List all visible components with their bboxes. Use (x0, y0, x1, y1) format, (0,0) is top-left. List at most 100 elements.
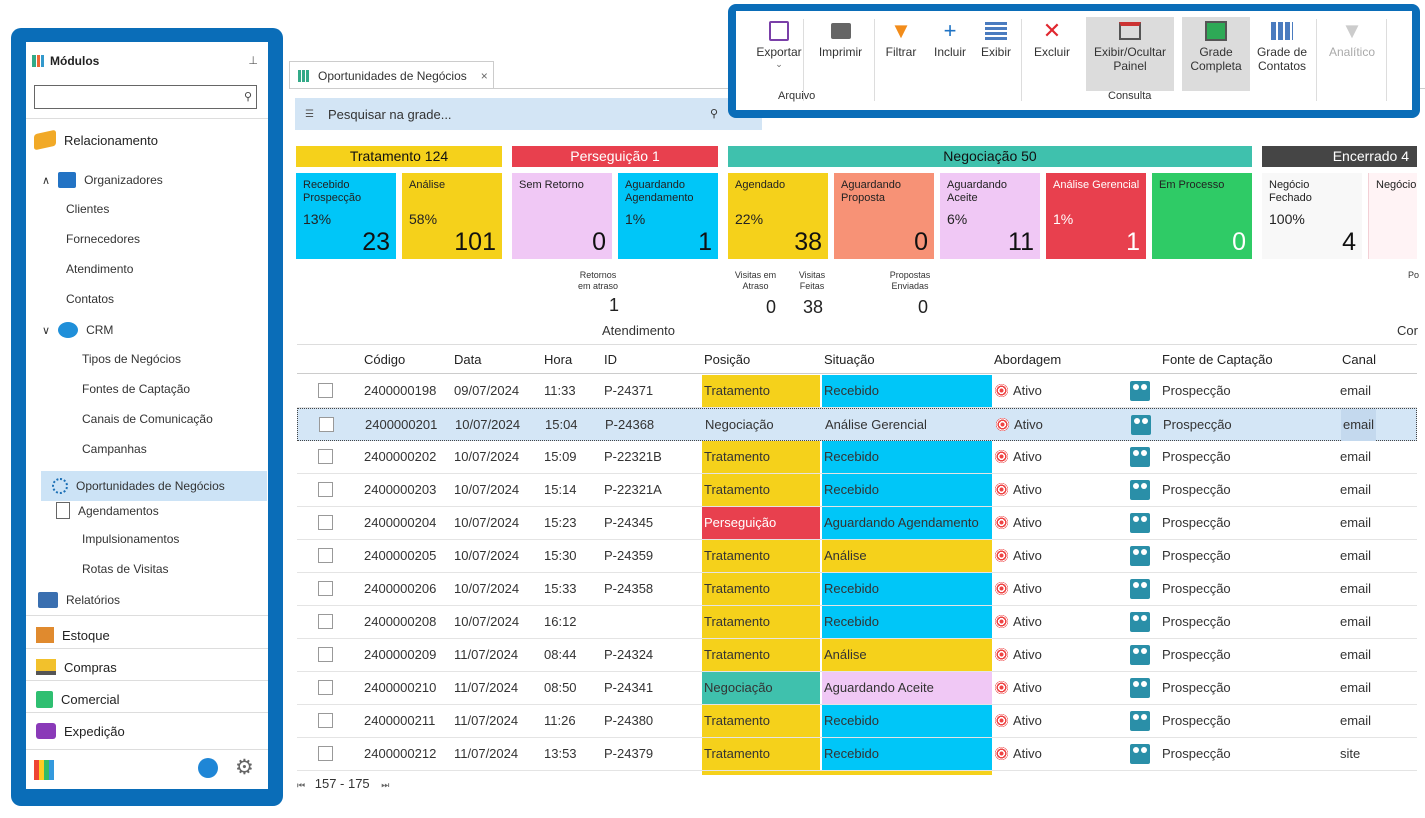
stage-header-perseguicao[interactable]: Perseguição 1 (512, 146, 718, 167)
people-icon[interactable] (1130, 645, 1150, 665)
sidebar-item-relacionamento[interactable]: Relacionamento (34, 125, 158, 155)
people-icon[interactable] (1130, 678, 1150, 698)
sidebar-item-canais-comunicacao[interactable]: Canais de Comunicação (82, 412, 213, 426)
chevron-down-icon[interactable]: ∨ (42, 324, 51, 337)
people-icon[interactable] (1131, 415, 1151, 435)
sidebar-item-impulsionamentos[interactable]: Impulsionamentos (82, 532, 180, 546)
col-data[interactable]: Data (454, 352, 482, 367)
card-analise[interactable]: Análise 58% 101 (402, 173, 502, 259)
sidebar-item-oportunidades[interactable]: Oportunidades de Negócios (52, 472, 225, 500)
people-icon[interactable] (1130, 513, 1150, 533)
people-icon[interactable] (1130, 744, 1150, 764)
dropdown-arrow-icon[interactable]: ⌄ (775, 59, 783, 69)
table-row[interactable]: 2400000205 10/07/2024 15:30 P-24359 Tratamen… (297, 540, 1417, 573)
card-negocio-fechado[interactable]: Negócio Fechado 100% 4 (1262, 173, 1362, 259)
col-canal[interactable]: Canal (1342, 352, 1376, 367)
stage-header-tratamento[interactable]: Tratamento 124 (296, 146, 502, 167)
incluir-button[interactable]: + Incluir (933, 18, 966, 59)
card-agendado[interactable]: Agendado 22% 38 (728, 173, 828, 259)
people-icon[interactable] (1130, 447, 1150, 467)
table-row[interactable]: 2400000210 11/07/2024 08:50 P-24341 Negociaç… (297, 672, 1417, 705)
stage-header-negociacao[interactable]: Negociação 50 (728, 146, 1252, 167)
table-row[interactable]: 2400000212 11/07/2024 13:53 P-24379 Tratamen… (297, 738, 1417, 771)
col-fonte[interactable]: Fonte de Captação (1162, 352, 1273, 367)
card-analise-gerencial[interactable]: Análise Gerencial 1% 1 (1046, 173, 1146, 259)
tab-oportunidades[interactable]: Oportunidades de Negócios × (289, 61, 494, 89)
col-codigo[interactable]: Código (364, 352, 406, 367)
card-aguardando-agendamento[interactable]: Aguardando Agendamento 1% 1 (618, 173, 718, 259)
search-icon[interactable]: ⚲ (243, 91, 252, 103)
table-row[interactable]: 2400000201 10/07/2024 15:04 P-24368 Negociaç… (297, 408, 1417, 441)
chevron-up-icon[interactable]: ∧ (42, 174, 51, 187)
modules-search-input[interactable]: ⚲ (34, 85, 257, 109)
col-posicao[interactable]: Posição (704, 352, 751, 367)
stage-header-encerrado[interactable]: Encerrado 4 (1262, 146, 1417, 167)
row-checkbox[interactable] (318, 482, 333, 497)
sidebar-item-comercial[interactable]: Comercial (36, 686, 120, 712)
col-id[interactable]: ID (604, 352, 617, 367)
pin-icon[interactable]: ⊥ (248, 55, 258, 67)
excluir-button[interactable]: ✕ Excluir (1033, 18, 1070, 59)
sidebar-item-fontes-captacao[interactable]: Fontes de Captação (82, 382, 191, 396)
settings-icon[interactable]: ⚙ (235, 756, 254, 779)
row-checkbox[interactable] (318, 614, 333, 629)
sidebar-item-campanhas[interactable]: Campanhas (82, 442, 147, 456)
people-icon[interactable] (1130, 612, 1150, 632)
card-negocio[interactable]: Negócio (1368, 173, 1417, 259)
people-icon[interactable] (1130, 546, 1150, 566)
sidebar-item-estoque[interactable]: Estoque (36, 622, 110, 648)
exibir-button[interactable]: Exibir (976, 17, 1016, 91)
sidebar-item-agendamentos[interactable]: Agendamentos (56, 502, 159, 519)
sidebar-item-compras[interactable]: Compras (36, 654, 117, 680)
grade-contatos-button[interactable]: Grade de Contatos (1254, 17, 1310, 91)
grade-completa-button[interactable]: Grade Completa (1182, 17, 1250, 91)
table-row[interactable]: 2400000208 10/07/2024 16:12 Tratamento Receb… (297, 606, 1417, 639)
row-checkbox[interactable] (318, 449, 333, 464)
col-situacao[interactable]: Situação (824, 352, 875, 367)
row-checkbox[interactable] (318, 581, 333, 596)
sidebar-item-expedicao[interactable]: Expedição (36, 718, 125, 744)
sidebar-item-organizadores[interactable]: ∧ Organizadores (42, 172, 163, 188)
close-tab-icon[interactable]: × (480, 68, 488, 83)
table-row[interactable]: 2400000202 10/07/2024 15:09 P-22321B Tratame… (297, 441, 1417, 474)
sidebar-item-contatos[interactable]: Contatos (66, 292, 115, 306)
user-icon[interactable] (198, 758, 218, 778)
row-checkbox[interactable] (318, 713, 333, 728)
card-aguardando-aceite[interactable]: Aguardando Aceite 6% 11 (940, 173, 1040, 259)
sidebar-item-atendimento[interactable]: Atendimento (66, 262, 134, 276)
table-row[interactable]: 2400000211 11/07/2024 11:26 P-24380 Tratamen… (297, 705, 1417, 738)
app-logo-icon[interactable] (34, 760, 54, 780)
last-page-icon[interactable]: ⏭ (381, 780, 390, 790)
row-checkbox[interactable] (318, 680, 333, 695)
table-row[interactable]: 2400000198 09/07/2024 11:33 P-24371 Tratamen… (297, 375, 1417, 408)
search-icon[interactable]: ⚲ (709, 108, 718, 120)
filtrar-button[interactable]: ▼ Filtrar (885, 18, 917, 59)
table-row[interactable]: 2400000206 10/07/2024 15:33 P-24358 Tratamen… (297, 573, 1417, 606)
col-hora[interactable]: Hora (544, 352, 573, 367)
imprimir-button[interactable]: Imprimir (808, 17, 873, 91)
sidebar-item-clientes[interactable]: Clientes (66, 202, 110, 216)
people-icon[interactable] (1130, 579, 1150, 599)
sidebar-item-rotas-visitas[interactable]: Rotas de Visitas (82, 562, 169, 576)
table-row[interactable]: 2400000209 11/07/2024 08:44 P-24324 Tratamen… (297, 639, 1417, 672)
card-em-processo[interactable]: Em Processo 0 (1152, 173, 1252, 259)
row-checkbox[interactable] (318, 746, 333, 761)
people-icon[interactable] (1130, 381, 1150, 401)
table-row[interactable]: 2400000203 10/07/2024 15:14 P-22321A Tratame… (297, 474, 1417, 507)
sidebar-item-crm[interactable]: ∨ CRM (42, 322, 114, 338)
exibir-ocultar-painel-button[interactable]: Exibir/Ocultar Painel (1086, 17, 1174, 91)
first-page-icon[interactable]: ⏮ (297, 780, 306, 790)
col-abordagem[interactable]: Abordagem (994, 352, 1062, 367)
card-aguardando-proposta[interactable]: Aguardando Proposta 0 (834, 173, 934, 259)
card-sem-retorno[interactable]: Sem Retorno 0 (512, 173, 612, 259)
row-checkbox[interactable] (319, 417, 334, 432)
people-icon[interactable] (1130, 711, 1150, 731)
row-checkbox[interactable] (318, 548, 333, 563)
table-row[interactable]: 2400000204 10/07/2024 15:23 P-24345 Persegui… (297, 507, 1417, 540)
card-recebido-prospeccao[interactable]: Recebido Prospecção 13% 23 (296, 173, 396, 259)
row-checkbox[interactable] (318, 515, 333, 530)
menu-icon[interactable]: ☰ (305, 108, 314, 120)
exportar-button[interactable]: Exportar ⌄ (744, 17, 814, 91)
analitico-button[interactable]: ▼ Analítico (1328, 18, 1376, 59)
sidebar-item-relatorios[interactable]: Relatórios (38, 592, 120, 608)
